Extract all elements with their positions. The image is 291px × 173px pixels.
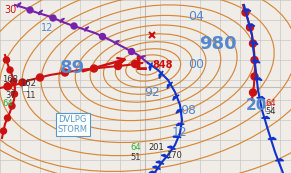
Text: 37: 37	[5, 92, 16, 101]
Text: 848: 848	[152, 60, 173, 70]
Polygon shape	[152, 166, 160, 169]
Circle shape	[3, 57, 10, 63]
Circle shape	[27, 7, 33, 13]
Circle shape	[19, 79, 26, 86]
Text: L: L	[134, 56, 146, 75]
Text: 12: 12	[41, 23, 53, 33]
Text: 64: 64	[2, 99, 13, 108]
Circle shape	[129, 48, 134, 54]
Polygon shape	[173, 135, 181, 138]
Text: 89: 89	[59, 59, 85, 77]
Polygon shape	[275, 159, 284, 161]
Polygon shape	[252, 60, 260, 63]
Polygon shape	[167, 146, 175, 149]
Text: 54: 54	[265, 107, 276, 116]
Polygon shape	[262, 116, 270, 119]
Text: 11: 11	[25, 92, 36, 101]
Text: 30: 30	[4, 5, 16, 15]
Polygon shape	[140, 56, 146, 59]
Circle shape	[10, 79, 17, 84]
Circle shape	[249, 89, 256, 96]
Polygon shape	[85, 27, 89, 31]
Polygon shape	[39, 10, 43, 15]
Circle shape	[100, 34, 106, 39]
Polygon shape	[115, 40, 119, 44]
Circle shape	[249, 40, 256, 47]
Polygon shape	[159, 71, 163, 79]
Text: 168: 168	[2, 75, 18, 84]
Text: 201: 201	[148, 143, 164, 153]
Circle shape	[251, 57, 258, 63]
Circle shape	[251, 73, 258, 80]
Circle shape	[71, 23, 77, 29]
Polygon shape	[254, 78, 262, 80]
Text: 64: 64	[265, 98, 276, 107]
Polygon shape	[242, 9, 251, 11]
Text: 08: 08	[180, 103, 196, 116]
FancyBboxPatch shape	[22, 85, 28, 91]
Polygon shape	[17, 3, 21, 7]
Circle shape	[4, 115, 10, 121]
Circle shape	[91, 65, 97, 72]
Polygon shape	[250, 42, 258, 44]
Polygon shape	[149, 63, 152, 71]
Polygon shape	[268, 137, 276, 139]
Polygon shape	[161, 154, 169, 158]
Circle shape	[50, 15, 56, 21]
Circle shape	[1, 128, 6, 134]
Text: 12: 12	[172, 125, 188, 139]
Text: 16: 16	[5, 82, 17, 92]
Text: 00: 00	[188, 58, 204, 71]
Text: 170: 170	[166, 151, 182, 160]
Text: 162: 162	[20, 79, 36, 88]
FancyBboxPatch shape	[265, 105, 271, 111]
Circle shape	[7, 67, 13, 73]
Polygon shape	[246, 24, 255, 26]
Polygon shape	[167, 82, 173, 89]
Text: 20: 20	[245, 98, 267, 113]
Polygon shape	[149, 171, 157, 173]
Text: 04: 04	[188, 10, 204, 22]
Circle shape	[114, 62, 122, 70]
Circle shape	[246, 24, 253, 31]
Text: 51: 51	[130, 153, 141, 162]
Circle shape	[132, 61, 139, 67]
Polygon shape	[60, 18, 65, 23]
Circle shape	[9, 103, 15, 109]
Polygon shape	[156, 161, 164, 164]
Circle shape	[61, 69, 68, 76]
Circle shape	[4, 83, 11, 90]
Circle shape	[242, 9, 249, 16]
Circle shape	[12, 91, 17, 97]
Text: 980: 980	[199, 35, 237, 53]
Polygon shape	[173, 95, 179, 100]
Polygon shape	[257, 97, 265, 99]
Polygon shape	[176, 123, 184, 126]
Circle shape	[36, 74, 43, 81]
Text: 92: 92	[144, 85, 160, 98]
Text: DVLPG
STORM: DVLPG STORM	[58, 115, 88, 134]
Text: 64: 64	[130, 143, 141, 153]
Polygon shape	[176, 109, 183, 113]
